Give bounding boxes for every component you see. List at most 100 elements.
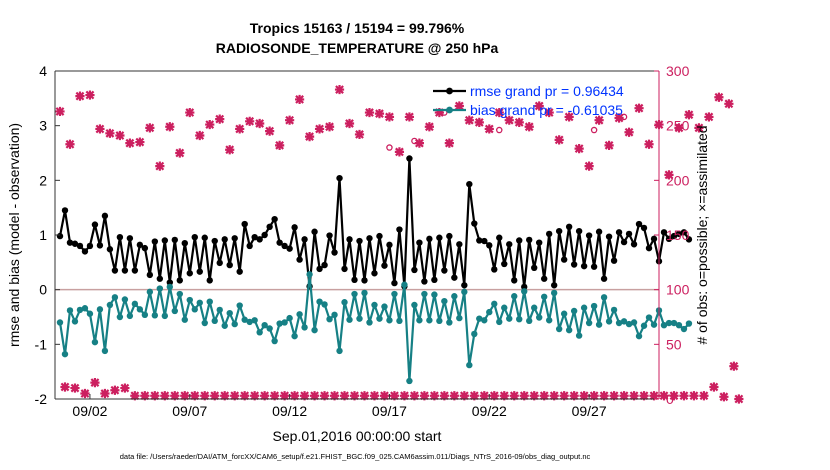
rmse-point (595, 228, 603, 235)
bias-point (291, 332, 298, 340)
rmse-point (431, 276, 438, 284)
bias-point (605, 318, 613, 325)
bias-point (550, 289, 558, 297)
rmse-point (151, 238, 159, 245)
obs-assimilated-marker (674, 123, 684, 133)
obs-assimilated-marker (459, 391, 469, 401)
rmse-point (136, 241, 144, 249)
rmse-point (511, 277, 518, 284)
bias-point (86, 310, 94, 317)
bias-point (451, 293, 458, 300)
obs-assimilated-marker (579, 391, 589, 401)
bias-point (570, 307, 578, 315)
rmse-point (166, 279, 174, 286)
obs-assimilated-marker (210, 391, 220, 401)
rmse-point (645, 244, 653, 252)
obs-assimilated-marker (290, 391, 300, 401)
obs-assimilated-marker (524, 122, 534, 132)
bias-point (635, 332, 643, 340)
obs-assimilated-marker (644, 139, 654, 149)
obs-assimilated-marker (135, 137, 145, 147)
obs-assimilated-marker (714, 92, 724, 102)
obs-assimilated-marker (324, 122, 335, 132)
rmse-point (241, 220, 248, 228)
rmse-point (446, 232, 453, 240)
rmse-point (565, 223, 573, 230)
obs-possible-marker (411, 137, 418, 145)
bias-point (351, 290, 358, 298)
obs-assimilated-marker (339, 391, 350, 401)
obs-assimilated-marker (369, 391, 380, 401)
rmse-point (291, 224, 298, 231)
obs-assimilated-marker (265, 126, 275, 136)
obs-assimilated-marker (160, 391, 170, 401)
bias-point (665, 319, 673, 327)
rmse-point (116, 233, 124, 241)
obs-assimilated-marker (449, 391, 459, 401)
obs-assimilated-marker (484, 124, 494, 134)
rmse-point (461, 282, 468, 289)
bias-point (650, 321, 658, 328)
rmse-point (670, 232, 678, 240)
legend-marker (446, 87, 453, 95)
obs-assimilated-marker (399, 391, 410, 401)
bias-point (121, 296, 129, 303)
rmse-point (121, 267, 129, 274)
rmse-point (615, 229, 623, 236)
obs-assimilated-marker (110, 385, 120, 395)
obs-assimilated-marker (724, 99, 734, 109)
bias-point (446, 319, 453, 326)
rmse-point (540, 275, 548, 282)
obs-assimilated-marker (165, 122, 175, 132)
rmse-point (391, 279, 398, 287)
obs-assimilated-marker (319, 391, 330, 401)
obs-assimilated-marker (260, 391, 270, 401)
rmse-point (321, 261, 328, 269)
rmse-point (356, 237, 363, 245)
obs-assimilated-marker (614, 113, 624, 123)
obs-assimilated-marker (85, 90, 95, 100)
obs-assimilated-marker (190, 391, 200, 401)
rmse-point (406, 155, 413, 162)
obs-assimilated-marker (434, 107, 444, 118)
obs-assimilated-marker (409, 391, 420, 401)
obs-assimilated-marker (384, 112, 395, 122)
bias-point (306, 271, 313, 278)
x-tick-label: 09/27 (572, 403, 607, 419)
rmse-point (71, 240, 79, 247)
bias-point (371, 301, 378, 309)
x-tick-label: 09/17 (372, 403, 407, 419)
bias-point (535, 314, 543, 321)
rmse-point (66, 239, 74, 246)
obs-assimilated-marker (419, 391, 429, 401)
obs-assimilated-marker (120, 383, 130, 393)
obs-assimilated-marker (65, 139, 75, 149)
rmse-point (535, 239, 543, 246)
bias-point (191, 306, 198, 313)
rmse-point (521, 283, 528, 291)
rmse-point (590, 263, 598, 270)
y-tick-label: 1 (39, 227, 47, 243)
bias-point (640, 322, 648, 329)
obs-assimilated-marker (220, 391, 230, 401)
obs-assimilated-marker (569, 391, 579, 401)
y-axis-right-label: # of obs: o=possible; ×=assimilated (694, 125, 710, 344)
bias-point (136, 306, 144, 313)
bias-point (91, 338, 99, 346)
bias-point (396, 317, 403, 325)
rmse-point (650, 235, 658, 243)
obs-assimilated-marker (609, 391, 619, 401)
bias-point (61, 350, 69, 358)
y-right-tick-label: 150 (666, 227, 690, 243)
y-axis-left: -2 -1 0 1 2 3 4 (35, 63, 60, 407)
y-tick-label: -1 (35, 336, 48, 352)
obs-assimilated-marker (479, 391, 489, 401)
obs-assimilated-marker (349, 391, 360, 401)
bias-point (685, 320, 693, 327)
obs-assimilated-marker (584, 161, 594, 171)
bias-point (76, 306, 84, 314)
obs-assimilated-marker (180, 391, 190, 401)
rmse-point (675, 230, 683, 238)
rmse-point (625, 230, 633, 238)
rmse-point (176, 277, 183, 284)
